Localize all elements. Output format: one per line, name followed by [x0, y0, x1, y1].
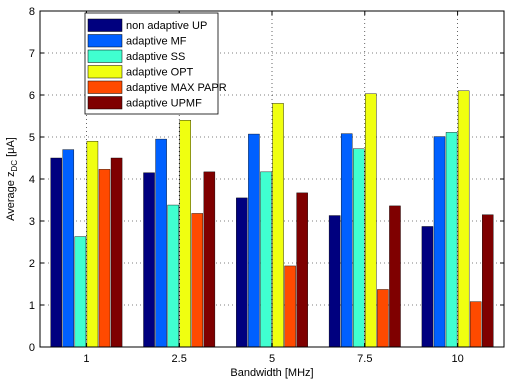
- legend: non adaptive UP adaptive MF adaptive SS ada…: [84, 12, 227, 115]
- bar: [365, 93, 377, 348]
- y-tick-label: 6: [29, 90, 35, 102]
- bar: [50, 157, 62, 348]
- bar: [469, 301, 482, 348]
- legend-label: adaptive MF: [126, 36, 187, 48]
- bar: [98, 169, 111, 348]
- bar: [377, 289, 389, 348]
- legend-label: adaptive SS: [126, 51, 185, 63]
- y-tick-label: 1: [29, 300, 35, 312]
- bar: [74, 236, 87, 348]
- bar: [340, 133, 353, 348]
- legend-swatch: [87, 34, 123, 48]
- bar: [191, 213, 204, 348]
- y-axis-label-unit: [μA]: [5, 137, 17, 160]
- bar: [62, 149, 75, 348]
- x-tick-label: 1: [83, 353, 89, 365]
- bar: [421, 226, 434, 348]
- y-tick-label: 0: [29, 342, 35, 354]
- bar: [110, 157, 123, 348]
- bar: [445, 132, 458, 348]
- bar: [167, 204, 179, 348]
- bar: [203, 171, 216, 348]
- legend-swatch: [87, 65, 123, 79]
- bar: [86, 140, 99, 348]
- legend-label: adaptive OPT: [126, 67, 194, 79]
- y-tick-label: 7: [29, 48, 35, 60]
- bar: [155, 138, 167, 348]
- bar: [328, 215, 341, 348]
- y-tick-label: 5: [29, 132, 35, 144]
- x-tick-label: 2.5: [172, 353, 187, 365]
- legend-label: adaptive UPMF: [126, 98, 202, 110]
- bar: [353, 148, 365, 348]
- y-axis-label: Average zDC [μA]: [5, 137, 19, 221]
- y-axis-label-subscript: DC: [10, 160, 19, 172]
- tick-labels: 0 1 2 3 4 5 6 7 8 1 2.5 5 7.5 10: [29, 6, 464, 365]
- axes: [39, 10, 505, 348]
- bar: [260, 171, 272, 348]
- bar: [179, 119, 191, 348]
- y-axis-label-main: Average z: [5, 172, 17, 221]
- bar: [389, 205, 401, 348]
- bar: [284, 265, 296, 348]
- x-tick-label: 5: [269, 353, 275, 365]
- legend-swatch: [87, 18, 123, 32]
- legend-swatch: [87, 49, 123, 63]
- bar: [248, 133, 260, 348]
- x-axis-label: Bandwidth [MHz]: [230, 367, 313, 379]
- bar: [296, 192, 308, 348]
- legend-swatch: [87, 80, 123, 94]
- bar: [272, 103, 284, 348]
- legend-label: non adaptive UP: [126, 20, 207, 32]
- legend-label: adaptive MAX PAPR: [126, 82, 227, 94]
- y-tick-label: 4: [29, 174, 35, 186]
- y-tick-label: 3: [29, 216, 35, 228]
- y-tick-label: 2: [29, 258, 35, 270]
- x-tick-label: 7.5: [357, 353, 372, 365]
- bar: [457, 90, 470, 348]
- bar: [433, 136, 446, 348]
- bar: [482, 214, 494, 348]
- bar: [236, 197, 248, 348]
- x-tick-label: 10: [451, 353, 463, 365]
- bar: [143, 172, 155, 348]
- y-tick-label: 8: [29, 6, 35, 18]
- bars: [50, 90, 494, 348]
- legend-swatch: [87, 96, 123, 110]
- grid-lines: [40, 11, 504, 347]
